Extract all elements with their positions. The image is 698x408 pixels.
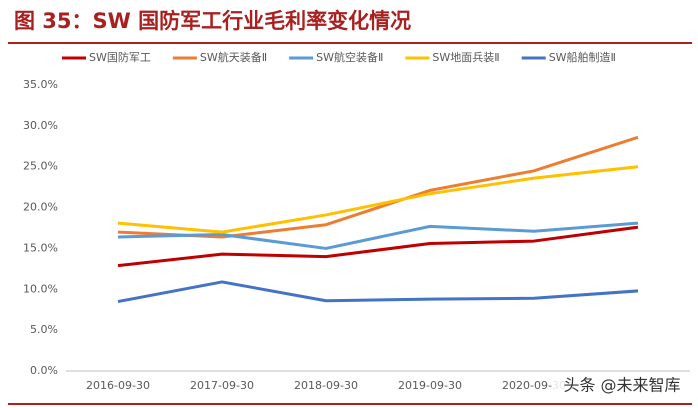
watermark-bg bbox=[552, 372, 692, 400]
y-tick-label: 20.0% bbox=[23, 201, 58, 214]
legend-label: SW航空装备Ⅱ bbox=[316, 50, 383, 64]
y-tick-label: 35.0% bbox=[23, 78, 58, 91]
y-tick-label: 5.0% bbox=[30, 323, 58, 336]
legend-label: SW船舶制造Ⅱ bbox=[549, 50, 616, 64]
legend-label: SW航天装备Ⅱ bbox=[200, 50, 267, 64]
y-tick-label: 10.0% bbox=[23, 282, 58, 295]
x-tick-label: 2017-09-30 bbox=[190, 379, 254, 392]
x-tick-label: 2019-09-30 bbox=[398, 379, 462, 392]
legend-label: SW地面兵装Ⅱ bbox=[432, 51, 499, 64]
x-tick-label: 2016-09-30 bbox=[86, 379, 150, 392]
x-tick-label: 2018-09-30 bbox=[294, 379, 358, 392]
series-line bbox=[117, 280, 639, 304]
y-tick-label: 30.0% bbox=[23, 119, 58, 132]
y-tick-label: 0.0% bbox=[30, 364, 58, 377]
series-line bbox=[117, 221, 639, 250]
y-tick-label: 15.0% bbox=[23, 241, 58, 254]
y-tick-label: 25.0% bbox=[23, 160, 58, 173]
x-tick-label: 2020-09-30 bbox=[502, 379, 566, 392]
series-line bbox=[117, 165, 639, 234]
series-line bbox=[117, 135, 639, 239]
chart-title: 图 35：SW 国防军工行业毛利率变化情况 bbox=[14, 9, 411, 33]
watermark: 头条 @未来智库 bbox=[563, 376, 680, 395]
legend-label: SW国防军工 bbox=[89, 50, 151, 64]
series-line bbox=[117, 225, 639, 268]
